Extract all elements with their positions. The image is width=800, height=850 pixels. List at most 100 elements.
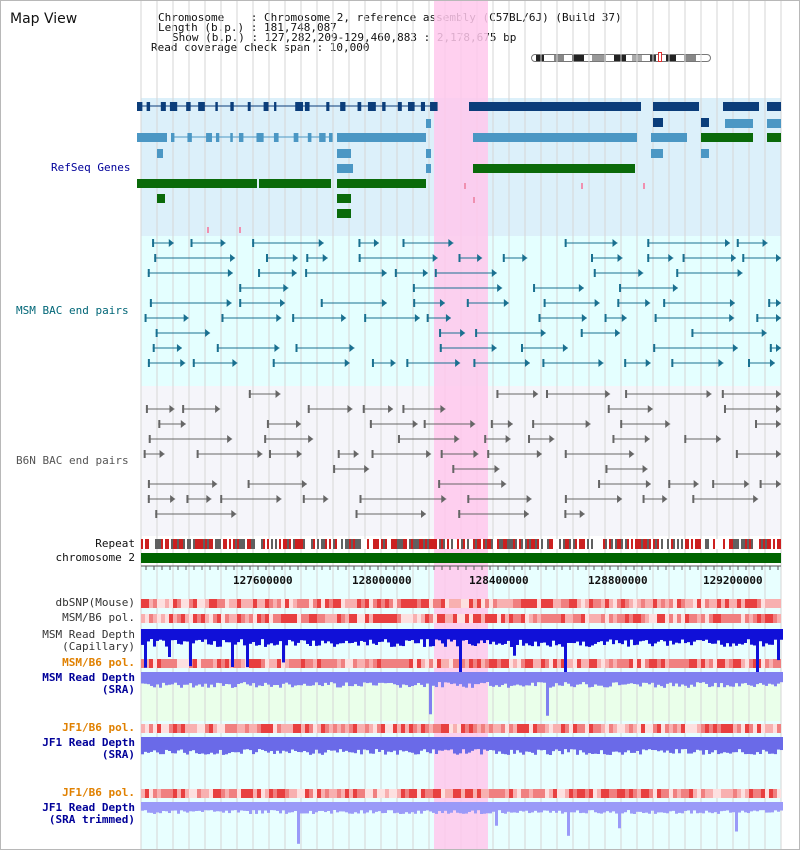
- heat-cell: [733, 724, 737, 733]
- depth-bar: [669, 802, 672, 812]
- heat-cell: [193, 614, 197, 623]
- heat-cell: [205, 724, 209, 733]
- bac-end: [723, 405, 726, 413]
- depth-bar: [588, 629, 591, 647]
- repeat-element: [483, 539, 485, 549]
- heat-cell: [297, 599, 301, 608]
- heat-cell: [745, 599, 749, 608]
- heat-cell: [329, 614, 333, 623]
- depth-bar: [222, 629, 225, 641]
- gene-exon: [198, 102, 205, 111]
- heat-cell: [481, 599, 485, 608]
- chromosome-bar[interactable]: [141, 553, 781, 563]
- heat-cell: [257, 599, 261, 608]
- heat-cell: [625, 614, 629, 623]
- repeat-element: [679, 539, 681, 549]
- depth-bar: [426, 802, 429, 811]
- depth-bar: [591, 737, 594, 754]
- depth-bar: [348, 737, 351, 753]
- heat-cell: [757, 614, 761, 623]
- heat-cell: [161, 789, 165, 798]
- gene-block: [337, 209, 351, 218]
- heat-cell: [581, 789, 585, 798]
- depth-bar: [459, 802, 462, 814]
- repeat-element: [353, 539, 355, 549]
- heat-cell: [457, 614, 461, 623]
- repeat-element: [459, 539, 461, 549]
- heat-cell: [569, 659, 573, 668]
- repeat-element: [725, 539, 727, 549]
- depth-bar: [393, 672, 396, 685]
- depth-bar: [327, 672, 330, 685]
- repeat-element: [431, 539, 433, 549]
- heat-cell: [181, 614, 185, 623]
- depth-bar: [282, 629, 285, 663]
- b6n-bac-label[interactable]: B6N BAC end pairs: [16, 454, 129, 467]
- gene-block: [701, 118, 709, 127]
- bac-end: [642, 495, 645, 503]
- heat-cell: [725, 614, 729, 623]
- refseq-genes-label[interactable]: RefSeq Genes: [51, 161, 131, 174]
- bac-end-arrow: [776, 480, 781, 488]
- highlight-region[interactable]: [434, 1, 488, 849]
- depth-bar: [690, 737, 693, 754]
- heat-cell: [769, 614, 773, 623]
- heat-cell: [717, 614, 721, 623]
- read-depth-tracks[interactable]: [141, 629, 783, 844]
- depth-bar: [480, 629, 483, 641]
- heat-cell: [665, 659, 669, 668]
- bac-end-arrow: [477, 254, 483, 262]
- heat-cell: [641, 789, 645, 798]
- heat-cell: [353, 599, 357, 608]
- repeat-element: [765, 539, 767, 549]
- bac-end: [487, 450, 490, 458]
- gene-mark: [643, 183, 645, 189]
- msm-bac-label[interactable]: MSM BAC end pairs: [16, 304, 129, 317]
- heat-cell: [557, 659, 561, 668]
- depth-bar: [288, 737, 291, 754]
- depth-bar: [432, 672, 435, 686]
- depth-bar: [489, 629, 492, 645]
- depth-bar: [654, 737, 657, 751]
- heat-cell: [461, 614, 465, 623]
- repeat-element: [697, 539, 699, 549]
- depth-bar: [471, 737, 474, 751]
- msm-bac-pairs-track[interactable]: [144, 239, 781, 367]
- heat-cell: [201, 614, 205, 623]
- bac-end-arrow: [585, 420, 591, 428]
- heat-cell: [613, 599, 617, 608]
- depth-bar: [771, 802, 774, 813]
- heat-cell: [685, 599, 689, 608]
- b6n-bac-pairs-track[interactable]: [143, 390, 781, 518]
- depth-bar: [627, 672, 630, 684]
- heat-cell: [597, 659, 601, 668]
- heat-cell: [677, 659, 681, 668]
- bac-end-arrow: [276, 314, 282, 322]
- depth-bar: [324, 672, 327, 683]
- heat-cell: [701, 724, 705, 733]
- heat-cell: [397, 659, 401, 668]
- heat-cell: [413, 599, 417, 608]
- heat-cell: [629, 789, 633, 798]
- depth-bar: [600, 802, 603, 814]
- heat-cell: [705, 614, 709, 623]
- heat-cell: [601, 659, 605, 668]
- repeat-element: [515, 539, 517, 549]
- heat-cell: [445, 599, 449, 608]
- polymorphism-heat-tracks[interactable]: [141, 599, 781, 798]
- heat-cell: [241, 659, 245, 668]
- repeat-element: [305, 539, 307, 549]
- repeat-element: [333, 539, 335, 549]
- heat-cell: [161, 614, 165, 623]
- bac-end-arrow: [445, 314, 451, 322]
- depth-bar: [279, 629, 282, 642]
- depth-bar: [327, 802, 330, 812]
- heat-cell: [273, 724, 277, 733]
- refseq-genes-track[interactable]: [137, 102, 781, 233]
- repeat-track[interactable]: [141, 539, 781, 549]
- coverage-span-info: Read coverage check span : 10,000: [151, 41, 370, 54]
- depth-bar: [627, 802, 630, 811]
- depth-bar: [564, 802, 567, 813]
- heat-cell: [725, 659, 729, 668]
